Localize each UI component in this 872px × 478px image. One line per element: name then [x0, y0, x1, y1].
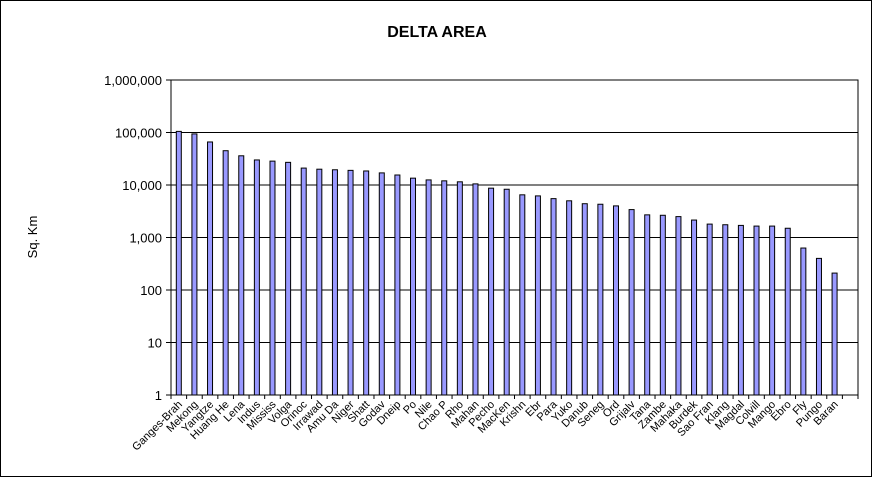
bar [675, 216, 682, 396]
bar [612, 205, 619, 396]
bar [800, 247, 807, 396]
y-tick-label: 10 [148, 336, 162, 351]
bar [550, 198, 557, 396]
bar [691, 219, 698, 396]
bar [534, 195, 541, 396]
bar [410, 177, 417, 396]
bar [253, 159, 260, 396]
bar [706, 223, 713, 396]
bar [722, 224, 729, 396]
bar [456, 181, 463, 396]
bar [378, 172, 385, 396]
bar [581, 203, 588, 396]
y-tick-label: 10,000 [122, 178, 162, 193]
bar [175, 130, 182, 396]
bar [628, 209, 635, 396]
bar [363, 170, 370, 396]
bar [472, 183, 479, 396]
bar [597, 203, 604, 396]
bar [753, 225, 760, 396]
bar [815, 257, 822, 396]
bars [175, 130, 838, 396]
bar [347, 169, 354, 396]
bar [644, 214, 651, 396]
bar [285, 161, 292, 396]
y-tick-label: 100 [140, 283, 162, 298]
bar [300, 167, 307, 396]
y-axis-ticks: 1 10 100 1,000 10,000 100,000 1,000,000 [104, 73, 171, 403]
bar [784, 227, 791, 396]
bar [222, 150, 229, 396]
y-axis-label: Sq. Km [25, 216, 40, 259]
bar [238, 155, 245, 396]
bar [207, 141, 214, 396]
bar [737, 224, 744, 396]
y-tick-label: 1,000,000 [104, 73, 162, 88]
bar [441, 180, 448, 396]
bar [394, 174, 401, 396]
bar [769, 225, 776, 396]
chart-title: DELTA AREA [387, 24, 487, 41]
bar [316, 168, 323, 396]
bar [566, 200, 573, 396]
bar [659, 214, 666, 396]
bar [269, 160, 276, 396]
bar [488, 187, 495, 396]
y-tick-label: 100,000 [115, 126, 162, 141]
bar [331, 169, 338, 396]
bar [191, 133, 198, 396]
y-tick-label: 1 [155, 388, 162, 403]
bar [831, 272, 838, 396]
bar [425, 179, 432, 396]
bar [503, 188, 510, 396]
y-tick-label: 1,000 [129, 231, 162, 246]
bar [519, 194, 526, 396]
